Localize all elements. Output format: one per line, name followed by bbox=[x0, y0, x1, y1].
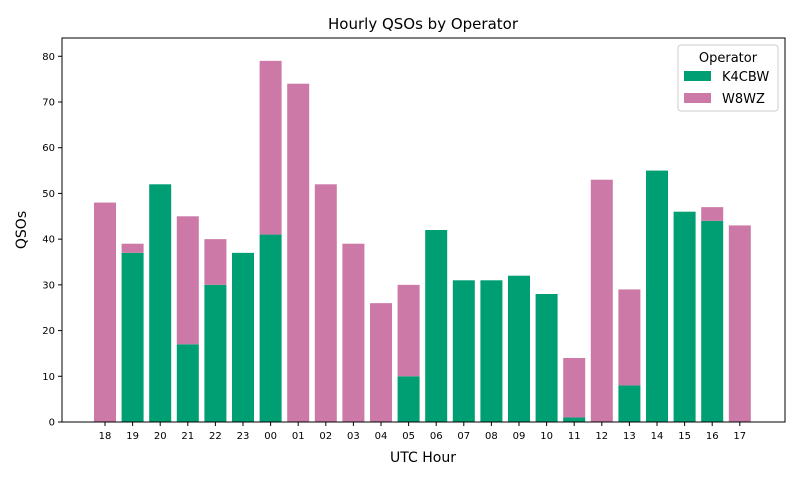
legend-swatch-w8wz bbox=[684, 93, 711, 103]
x-tick-label: 07 bbox=[457, 431, 470, 442]
bar-w8wz-21 bbox=[176, 216, 199, 345]
bar-k4cbw-23 bbox=[232, 252, 254, 422]
x-tick-label: 04 bbox=[375, 431, 388, 442]
x-tick-label: 05 bbox=[402, 431, 415, 442]
bar-k4cbw-07 bbox=[452, 280, 475, 422]
bar-k4cbw-15 bbox=[673, 211, 696, 422]
x-tick-label: 17 bbox=[733, 431, 746, 442]
legend: Operator K4CBW W8WZ bbox=[677, 44, 779, 112]
bar-w8wz-03 bbox=[342, 243, 365, 422]
legend-label-w8wz: W8WZ bbox=[722, 92, 765, 107]
bar-w8wz-16 bbox=[701, 207, 724, 221]
chart-title: Hourly QSOs by Operator bbox=[328, 15, 519, 33]
bar-k4cbw-14 bbox=[646, 170, 668, 422]
bar-w8wz-22 bbox=[204, 239, 227, 285]
bar-k4cbw-19 bbox=[121, 252, 144, 422]
bar-k4cbw-08 bbox=[480, 280, 503, 422]
x-tick-label: 08 bbox=[485, 431, 498, 442]
x-tick-label: 16 bbox=[706, 431, 719, 442]
y-tick-label: 70 bbox=[42, 98, 55, 109]
bar-w8wz-02 bbox=[314, 184, 337, 422]
bar-w8wz-17 bbox=[728, 225, 751, 422]
y-tick-label: 10 bbox=[42, 372, 55, 383]
bar-w8wz-18 bbox=[94, 202, 116, 422]
legend-label-k4cbw: K4CBW bbox=[722, 70, 769, 85]
bar-k4cbw-09 bbox=[508, 275, 530, 422]
bar-w8wz-01 bbox=[287, 83, 310, 423]
bar-k4cbw-11 bbox=[563, 417, 586, 422]
x-tick-label: 15 bbox=[678, 431, 691, 442]
legend-swatch-k4cbw bbox=[684, 71, 711, 81]
x-tick-label: 20 bbox=[154, 431, 167, 442]
bar-w8wz-11 bbox=[563, 358, 586, 418]
bar-k4cbw-21 bbox=[176, 344, 199, 422]
y-tick-label: 60 bbox=[42, 143, 55, 154]
x-ticks-group: 18 19 20 21 22 23 00 01 02 03 04 05 06 07 08 09 10 11 12 13… bbox=[99, 422, 746, 442]
y-tick-label: 30 bbox=[42, 280, 55, 291]
y-tick-label: 40 bbox=[42, 235, 55, 246]
bar-k4cbw-10 bbox=[535, 294, 558, 422]
x-tick-label: 11 bbox=[568, 431, 581, 442]
legend-title: Operator bbox=[699, 51, 758, 66]
bar-w8wz-04 bbox=[370, 303, 392, 422]
y-axis-title: QSOs bbox=[14, 211, 30, 249]
x-tick-label: 22 bbox=[209, 431, 222, 442]
bar-w8wz-13 bbox=[618, 289, 641, 386]
x-tick-label: 09 bbox=[513, 431, 526, 442]
x-tick-label: 23 bbox=[237, 431, 250, 442]
x-axis-title: UTC Hour bbox=[390, 450, 456, 466]
x-tick-label: 21 bbox=[181, 431, 194, 442]
bar-k4cbw-05 bbox=[397, 376, 420, 422]
plot-frame bbox=[61, 37, 786, 423]
y-tick-label: 20 bbox=[42, 326, 55, 337]
bar-k4cbw-00 bbox=[259, 234, 282, 422]
x-tick-label: 01 bbox=[292, 431, 305, 442]
bar-k4cbw-20 bbox=[149, 184, 172, 422]
x-tick-label: 18 bbox=[99, 431, 112, 442]
bar-w8wz-12 bbox=[590, 179, 613, 422]
bar-k4cbw-22 bbox=[204, 284, 227, 422]
bar-k4cbw-06 bbox=[425, 230, 448, 422]
bar-w8wz-05 bbox=[397, 284, 420, 377]
y-ticks-group: 0 10 20 30 40 50 60 70 80 bbox=[42, 52, 62, 429]
bar-k4cbw-16 bbox=[701, 220, 724, 422]
x-tick-label: 10 bbox=[540, 431, 553, 442]
x-tick-label: 00 bbox=[264, 431, 277, 442]
y-tick-label: 0 bbox=[49, 418, 55, 429]
x-tick-label: 02 bbox=[319, 431, 332, 442]
y-tick-label: 80 bbox=[42, 52, 55, 63]
x-tick-label: 12 bbox=[595, 431, 608, 442]
x-tick-label: 14 bbox=[651, 431, 664, 442]
bars-group bbox=[94, 60, 751, 423]
x-tick-label: 19 bbox=[126, 431, 139, 442]
bar-w8wz-00 bbox=[259, 60, 282, 235]
x-tick-label: 13 bbox=[623, 431, 636, 442]
x-tick-label: 06 bbox=[430, 431, 443, 442]
y-tick-label: 50 bbox=[42, 189, 55, 200]
bar-w8wz-19 bbox=[121, 243, 144, 253]
x-tick-label: 03 bbox=[347, 431, 360, 442]
bar-k4cbw-13 bbox=[618, 385, 641, 422]
